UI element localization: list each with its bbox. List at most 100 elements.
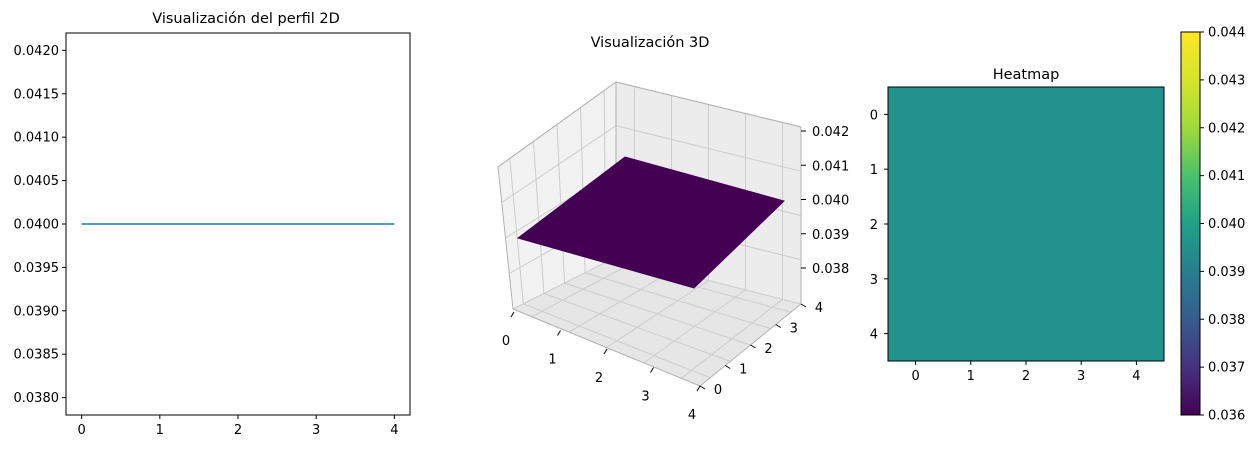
x-tick-label: 0 xyxy=(911,369,919,384)
colorbar-tick-label: 0.043 xyxy=(1208,73,1245,88)
x-tick-label: 2 xyxy=(595,371,603,386)
x-tick-label: 4 xyxy=(688,408,696,423)
surface-quad xyxy=(516,156,785,289)
colorbar-tick-label: 0.044 xyxy=(1208,26,1245,41)
colorbar-tick-label: 0.037 xyxy=(1208,361,1245,376)
pane-edge xyxy=(615,81,802,128)
colorbar-tick-label: 0.042 xyxy=(1208,121,1245,136)
heatmap-cell xyxy=(998,141,1055,198)
heatmap-cell xyxy=(1108,306,1165,362)
x-tick-label: 3 xyxy=(312,423,320,438)
y-tick-label: 0.0405 xyxy=(14,174,60,189)
y-tick-label: 2 xyxy=(870,218,878,233)
chart-3d-title: Visualización 3D xyxy=(591,35,710,51)
floor-pane xyxy=(513,257,801,386)
chart-2d-title: Visualización del perfil 2D xyxy=(152,11,340,27)
colorbar-ticks: 0.036 0.037 0.038 0.039 0.040 0.041 0.042 0.043… xyxy=(1200,26,1245,424)
colorbar-tick-label: 0.040 xyxy=(1208,217,1245,232)
y-tick-label: 3 xyxy=(790,322,798,337)
z-tick-label: 0.038 xyxy=(812,262,849,277)
x-tick-mark xyxy=(603,348,608,355)
y-tick-label: 3 xyxy=(870,273,878,288)
z-tick-label: 0.041 xyxy=(812,159,849,174)
y-tick-label: 2 xyxy=(764,342,772,357)
x-tick-label: 4 xyxy=(390,423,398,438)
chart-3d-y-ticks: 0 1 2 3 4 xyxy=(699,301,823,398)
x-tick-label: 1 xyxy=(156,423,164,438)
y-tick-label: 0.0400 xyxy=(14,218,60,233)
x-tick-label: 3 xyxy=(641,390,649,405)
heatmap-cell xyxy=(943,306,999,362)
y-tick-label: 0.0390 xyxy=(14,304,60,319)
y-tick-mark xyxy=(775,324,782,328)
y-tick-label: 4 xyxy=(870,328,878,343)
heatmap-cell xyxy=(888,87,944,143)
x-tick-label: 0 xyxy=(502,334,510,349)
grid-line xyxy=(584,272,771,330)
colorbar-tick-label: 0.041 xyxy=(1208,169,1245,184)
heatmap-cell xyxy=(1053,196,1110,252)
y-tick-label: 0 xyxy=(870,108,878,123)
x-tick-mark xyxy=(696,385,701,392)
y-tick-mark xyxy=(800,303,807,308)
heatmap-cell xyxy=(888,141,944,198)
pane-edge xyxy=(512,308,701,387)
heatmap-cell xyxy=(1108,87,1165,143)
colorbar-gradient xyxy=(1180,31,1201,416)
x-tick-label: 4 xyxy=(1132,369,1140,384)
x-tick-label: 0 xyxy=(77,423,85,438)
grid-line xyxy=(606,280,709,348)
colorbar-tick-label: 0.038 xyxy=(1208,313,1245,328)
heatmap-cells xyxy=(888,87,1165,362)
z-tick-label: 0.039 xyxy=(812,228,849,243)
z-tick-label: 0.042 xyxy=(812,125,849,140)
x-tick-label: 1 xyxy=(967,369,975,384)
y-tick-label: 0.0415 xyxy=(14,87,60,102)
chart-3d-x-ticks: 0 1 2 3 4 xyxy=(502,311,701,423)
chart-heatmap: Heatmap 0 1 2 3 4 0 1 2 3 4 0.036 0.037 0.038 0.039… xyxy=(870,26,1246,424)
x-tick-label: 3 xyxy=(1077,369,1085,384)
heatmap-cell xyxy=(998,87,1055,143)
x-tick-label: 2 xyxy=(1022,369,1030,384)
pane-edge xyxy=(497,81,617,168)
y-tick-label: 0.0385 xyxy=(14,348,60,363)
y-tick-label: 0.0380 xyxy=(14,391,60,406)
heatmap-cell xyxy=(1053,306,1110,362)
heatmap-cell xyxy=(1108,196,1165,252)
y-tick-label: 4 xyxy=(815,301,823,316)
colorbar-tick-label: 0.036 xyxy=(1208,409,1245,424)
chart-2d-profile: Visualización del perfil 2D 0.0380 0.0385… xyxy=(14,11,411,438)
y-tick-label: 0.0395 xyxy=(14,261,60,276)
chart-3d-surface-plane xyxy=(516,156,785,289)
heatmap-cell xyxy=(888,196,944,252)
grid-line xyxy=(680,298,783,379)
heatmap-cell xyxy=(943,251,999,307)
z-tick-label: 0.040 xyxy=(812,194,849,209)
colorbar-tick-label: 0.039 xyxy=(1208,265,1245,280)
y-tick-label: 0 xyxy=(714,383,722,398)
y-tick-label: 1 xyxy=(870,163,878,178)
heatmap-y-ticks: 0 1 2 3 4 xyxy=(870,108,888,343)
y-tick-label: 0.0420 xyxy=(14,44,60,59)
chart-3d-z-ticks: 0.038 0.039 0.040 0.041 0.042 xyxy=(801,125,849,277)
y-tick-label: 1 xyxy=(739,363,747,378)
y-tick-label: 0.0410 xyxy=(14,131,60,146)
heatmap-cell xyxy=(1053,141,1110,198)
y-tick-mark xyxy=(724,365,731,369)
chart-2d-x-ticks: 0 1 2 3 4 xyxy=(77,415,399,438)
heatmap-cell xyxy=(888,251,944,307)
heatmap-cell xyxy=(998,196,1055,252)
x-tick-mark xyxy=(650,367,654,373)
heatmap-x-ticks: 0 1 2 3 4 xyxy=(911,361,1141,384)
heatmap-cell xyxy=(943,87,999,143)
x-tick-label: 2 xyxy=(234,423,242,438)
heatmap-title: Heatmap xyxy=(993,67,1060,83)
heatmap-cell xyxy=(1053,87,1110,143)
heatmap-cell xyxy=(1108,251,1165,307)
heatmap-cell xyxy=(888,306,944,362)
grid-line xyxy=(643,289,746,364)
y-tick-mark xyxy=(699,385,706,390)
heatmap-cell xyxy=(998,251,1055,307)
